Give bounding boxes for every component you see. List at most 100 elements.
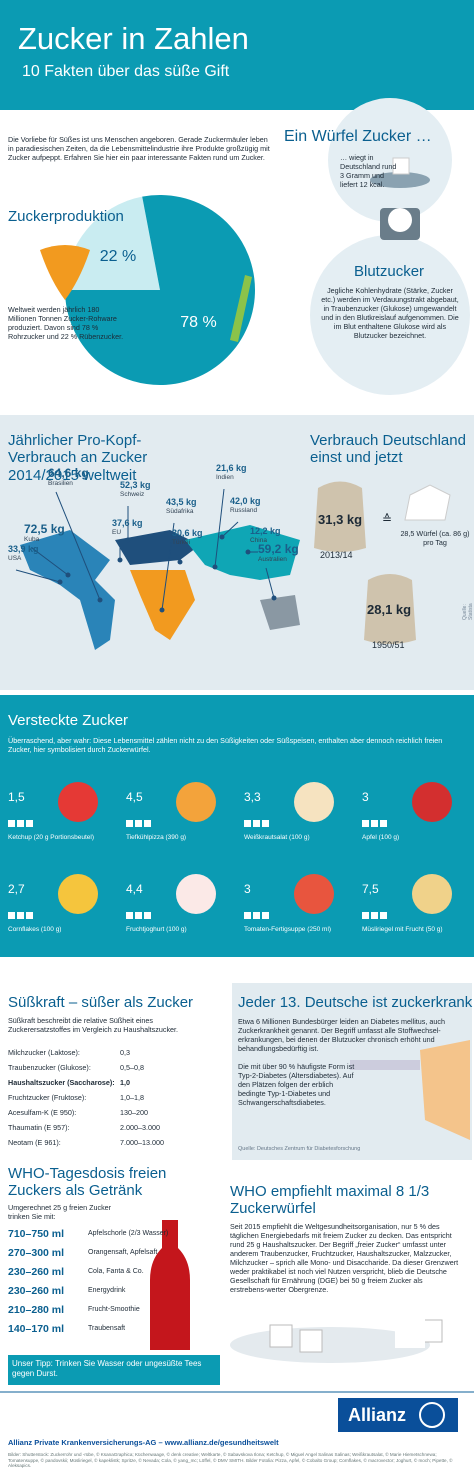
country-value: 30,6 kg	[172, 528, 203, 538]
row-label: Traubenzucker (Glukose):	[8, 1063, 91, 1072]
sugar-bag	[364, 574, 416, 644]
cube-icon	[253, 912, 260, 919]
drink: Apfelschorle (2/3 Wasser)	[88, 1230, 169, 1237]
country-value: 43,5 kg	[166, 497, 197, 507]
heading: Versteckte Zucker	[8, 712, 129, 729]
cola-bottle	[150, 1220, 190, 1350]
food-icon	[176, 874, 216, 914]
heading: Blutzucker	[354, 263, 425, 280]
cube-icon	[262, 912, 269, 919]
pin	[117, 557, 123, 563]
country-value: 64,6 kg	[48, 466, 89, 480]
syringe	[350, 1060, 420, 1070]
cube-icon	[262, 820, 269, 827]
country-name: Schweiz	[120, 491, 145, 498]
heading: Zuckerproduktion	[8, 208, 124, 225]
cube	[392, 157, 410, 175]
count: 4,5	[126, 790, 143, 804]
country-value: 12,2 kg	[250, 526, 281, 536]
food-icon	[412, 874, 452, 914]
amount: 710–750 ml	[8, 1228, 65, 1240]
heading: Süßkraft – süßer als Zucker	[8, 994, 194, 1011]
drink: Traubensaft	[88, 1325, 126, 1332]
amount: 270–300 ml	[8, 1247, 65, 1259]
amount: 140–170 ml	[8, 1323, 65, 1335]
row-value: 0,5–0,8	[120, 1063, 144, 1072]
row-value: 7.000–13.000	[120, 1138, 164, 1147]
leader	[15, 569, 61, 583]
cube-icon	[244, 912, 251, 919]
pin	[212, 564, 218, 570]
logo: Allianz	[348, 1405, 407, 1425]
amount: 230–260 ml	[8, 1285, 65, 1297]
leader	[214, 488, 225, 568]
text: Süßkraft beschreibt die relative Süßheit…	[8, 1016, 179, 1034]
pie-label: 22 %	[99, 247, 137, 265]
food-icon	[176, 782, 216, 822]
amount: 210–280 ml	[8, 1304, 65, 1316]
australia	[260, 595, 300, 630]
row-value: 2.000–3.000	[120, 1123, 160, 1132]
pin	[125, 537, 131, 543]
equals: ≙	[382, 512, 393, 526]
cube-icon	[371, 912, 378, 919]
drink: Cola, Fanta & Co.	[88, 1268, 144, 1275]
count: 2,7	[8, 882, 25, 896]
bubble	[310, 235, 470, 395]
cube-icon	[135, 912, 142, 919]
tip: Unser Tipp: Trinken Sie Wasser oder unge…	[12, 1359, 202, 1378]
intro: Die Vorliebe für Süßes ist uns Menschen …	[8, 135, 270, 162]
count: 4,4	[126, 882, 143, 896]
cube-icon	[26, 820, 33, 827]
heading: Jeder 13. Deutsche ist zuckerkrank	[238, 994, 473, 1011]
heading: WHO-Tagesdosis freien Zuckers als Geträn…	[8, 1165, 167, 1200]
period: 1950/51	[372, 640, 405, 650]
cube-icon	[380, 820, 387, 827]
text: Seit 2015 empfiehlt die Weltgesundheitso…	[230, 1222, 459, 1294]
cube-icon	[126, 820, 133, 827]
cubes: 28,5 Würfel (ca. 86 g) pro Tag	[400, 529, 470, 547]
count: 1,5	[8, 790, 25, 804]
pin	[65, 572, 71, 578]
leader	[55, 491, 101, 601]
pin	[57, 579, 63, 585]
cube-icon	[362, 820, 369, 827]
food-icon	[294, 874, 334, 914]
pie-label: 78 %	[180, 314, 217, 332]
pin	[219, 534, 225, 540]
value: 28,1 kg	[367, 602, 412, 617]
title: Zucker in Zahlen	[18, 21, 249, 56]
cane	[230, 275, 252, 342]
item-label: Ketchup (20 g Portionsbeutel)	[8, 834, 94, 841]
drink: Frucht-Smoothie	[88, 1306, 140, 1313]
row-label: Thaumatin (E 957):	[8, 1123, 70, 1132]
heading: Jährlicher Pro-Kopf-Verbrauch an Zucker …	[8, 432, 148, 484]
cube-icon	[135, 820, 142, 827]
row-label: Neotam (E 961):	[8, 1138, 61, 1147]
sugar-bag	[314, 481, 366, 552]
cube-icon	[371, 820, 378, 827]
cube-icon	[126, 912, 133, 919]
beet	[40, 245, 90, 300]
row-label: Acesulfam-K (E 950):	[8, 1108, 77, 1117]
americas	[20, 530, 115, 650]
link[interactable]: Allianz Private Krankenversicherungs-AG …	[8, 1438, 279, 1447]
item-label: Apfel (100 g)	[362, 834, 400, 841]
leader	[161, 522, 175, 611]
text: Umgerechnet 25 g freien Zucker trinken S…	[8, 1203, 112, 1221]
text: Jegliche Kohlenhydrate (Stärke, Zucker e…	[321, 286, 459, 340]
item-label: Tomaten-Fertigsuppe (250 ml)	[244, 926, 332, 933]
cube-icon	[380, 912, 387, 919]
cube-icon	[144, 820, 151, 827]
section-bg	[0, 695, 474, 957]
count: 7,5	[362, 882, 379, 896]
source: Quelle: Deutsches Zentrum für Diabetesfo…	[238, 1146, 361, 1152]
cube-icon	[244, 820, 251, 827]
row-value: 1,0	[120, 1078, 130, 1087]
text: Etwa 6 Millionen Bundesbürger leiden an …	[238, 1017, 445, 1053]
cube-pile	[404, 484, 451, 521]
row-label: Milchzucker (Laktose):	[8, 1048, 80, 1057]
value: 31,3 kg	[318, 512, 363, 527]
text: Überraschend, aber wahr: Diese Lebensmit…	[8, 736, 443, 754]
